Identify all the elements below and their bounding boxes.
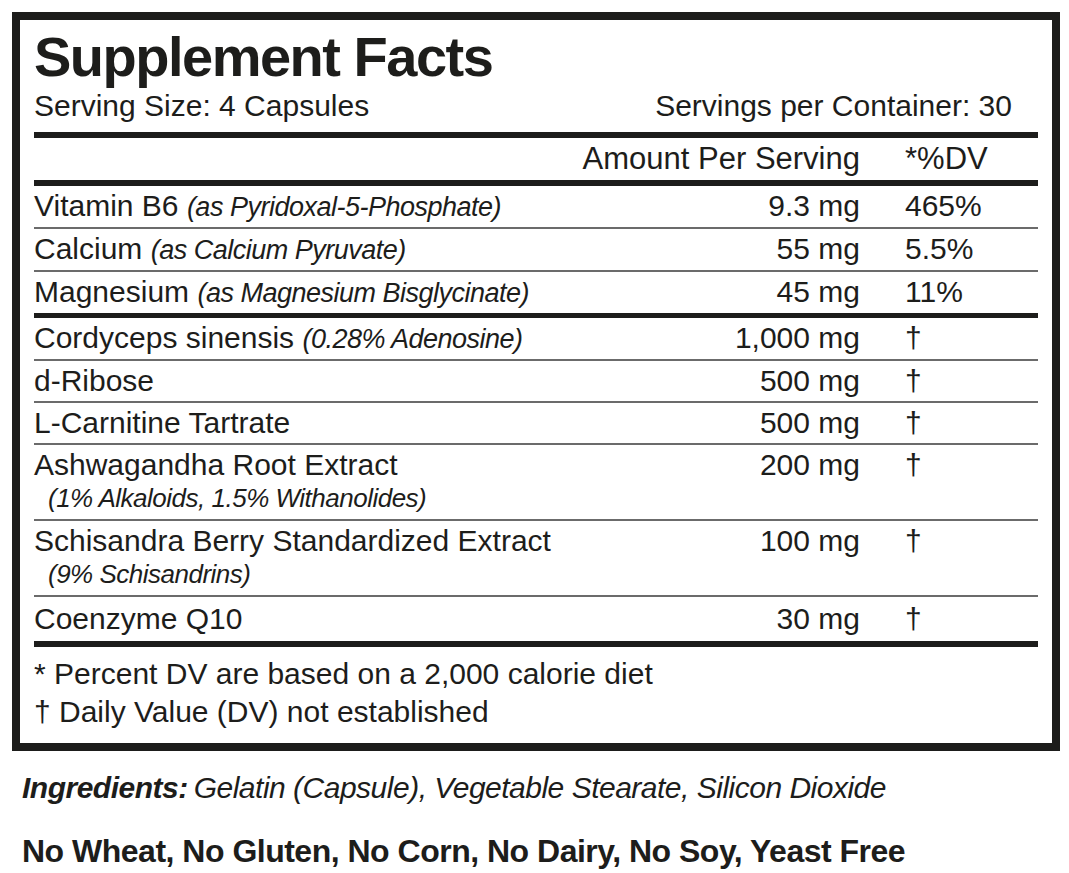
nutrient-name: Calcium (as Calcium Pyruvate) (34, 230, 700, 269)
nutrient-amount: 100 mg (700, 522, 860, 560)
nutrient-standardization: (9% Schisandrins) (34, 560, 1038, 594)
nutrient-dv: † (860, 446, 1038, 484)
nutrient-detail: (as Calcium Pyruvate) (151, 235, 406, 265)
table-row-ashwagandha: Ashwagandha Root Extract 200 mg † (1% Al… (34, 443, 1038, 519)
nutrient-amount: 1,000 mg (700, 319, 860, 358)
nutrient-name: L-Carnitine Tartrate (34, 404, 700, 442)
nutrient-name-text: Magnesium (34, 275, 189, 308)
nutrient-name-text: Ashwagandha Root Extract (34, 448, 398, 481)
column-header-row: Amount Per Serving *%DV (34, 132, 1038, 186)
nutrient-amount: 55 mg (700, 230, 860, 269)
table-row-l-carnitine: L-Carnitine Tartrate 500 mg † (34, 401, 1038, 443)
nutrient-name-text: Coenzyme Q10 (34, 602, 242, 635)
percent-dv-header: *%DV (860, 138, 1038, 180)
nutrient-name-text: Schisandra Berry Standardized Extract (34, 524, 551, 557)
ingredients-label: Ingredients: (22, 771, 188, 804)
nutrient-amount: 500 mg (700, 404, 860, 442)
nutrient-amount: 200 mg (700, 446, 860, 484)
panel-title: Supplement Facts (34, 28, 1038, 86)
nutrient-dv: 11% (860, 273, 1038, 312)
nutrient-dv: 465% (860, 187, 1038, 226)
table-row-vitamin-b6: Vitamin B6 (as Pyridoxal-5-Phosphate) 9.… (34, 186, 1038, 227)
table-row-coq10: Coenzyme Q10 30 mg † (34, 595, 1038, 641)
nutrient-table: Vitamin B6 (as Pyridoxal-5-Phosphate) 9.… (34, 186, 1038, 641)
servings-per-container-text: Servings per Container: 30 (655, 88, 1012, 124)
nutrient-dv: 5.5% (860, 230, 1038, 269)
nutrient-dv: † (860, 600, 1038, 638)
supplement-label-page: Supplement Facts Serving Size: 4 Capsule… (0, 0, 1069, 871)
nutrient-name: Schisandra Berry Standardized Extract (34, 522, 700, 560)
nutrient-detail: (as Magnesium Bisglycinate) (197, 278, 529, 308)
nutrient-name-text: Cordyceps sinensis (34, 321, 294, 354)
nutrient-name-text: Calcium (34, 232, 142, 265)
nutrient-name: Ashwagandha Root Extract (34, 446, 700, 484)
nutrient-name: d-Ribose (34, 362, 700, 400)
nutrient-standardization: (1% Alkaloids, 1.5% Withanolides) (34, 484, 1038, 518)
amount-per-serving-header: Amount Per Serving (34, 138, 860, 180)
nutrient-name: Vitamin B6 (as Pyridoxal-5-Phosphate) (34, 187, 700, 226)
table-row-calcium: Calcium (as Calcium Pyruvate) 55 mg 5.5% (34, 227, 1038, 270)
supplement-facts-panel: Supplement Facts Serving Size: 4 Capsule… (12, 12, 1060, 751)
nutrient-detail: (0.28% Adenosine) (302, 324, 522, 354)
table-row-d-ribose: d-Ribose 500 mg † (34, 359, 1038, 401)
allergen-statement: No Wheat, No Gluten, No Corn, No Dairy, … (22, 831, 1060, 871)
table-row-magnesium: Magnesium (as Magnesium Bisglycinate) 45… (34, 270, 1038, 313)
footnote-section: * Percent DV are based on a 2,000 calori… (34, 641, 1038, 743)
ingredients-text: Gelatin (Capsule), Vegetable Stearate, S… (194, 771, 886, 804)
nutrient-dv: † (860, 404, 1038, 442)
nutrient-name: Coenzyme Q10 (34, 600, 700, 638)
nutrient-dv: † (860, 319, 1038, 358)
nutrient-dv: † (860, 522, 1038, 560)
serving-size-text: Serving Size: 4 Capsules (34, 88, 369, 124)
serving-info-row: Serving Size: 4 Capsules Servings per Co… (34, 86, 1038, 132)
table-row-schisandra: Schisandra Berry Standardized Extract 10… (34, 519, 1038, 595)
nutrient-name-text: L-Carnitine Tartrate (34, 406, 290, 439)
nutrient-name: Magnesium (as Magnesium Bisglycinate) (34, 273, 700, 312)
nutrient-dv: † (860, 362, 1038, 400)
nutrient-amount: 9.3 mg (700, 187, 860, 226)
nutrient-name: Cordyceps sinensis (0.28% Adenosine) (34, 319, 700, 358)
footnote-daily-value: † Daily Value (DV) not established (34, 693, 1038, 731)
nutrient-detail: (as Pyridoxal-5-Phosphate) (187, 192, 501, 222)
nutrient-name-text: d-Ribose (34, 364, 154, 397)
nutrient-amount: 30 mg (700, 600, 860, 638)
nutrient-name-text: Vitamin B6 (34, 189, 179, 222)
nutrient-amount: 500 mg (700, 362, 860, 400)
table-row-cordyceps: Cordyceps sinensis (0.28% Adenosine) 1,0… (34, 313, 1038, 359)
footnote-percent-dv: * Percent DV are based on a 2,000 calori… (34, 655, 1038, 693)
ingredients-statement: Ingredients:Gelatin (Capsule), Vegetable… (22, 769, 1060, 807)
nutrient-amount: 45 mg (700, 273, 860, 312)
